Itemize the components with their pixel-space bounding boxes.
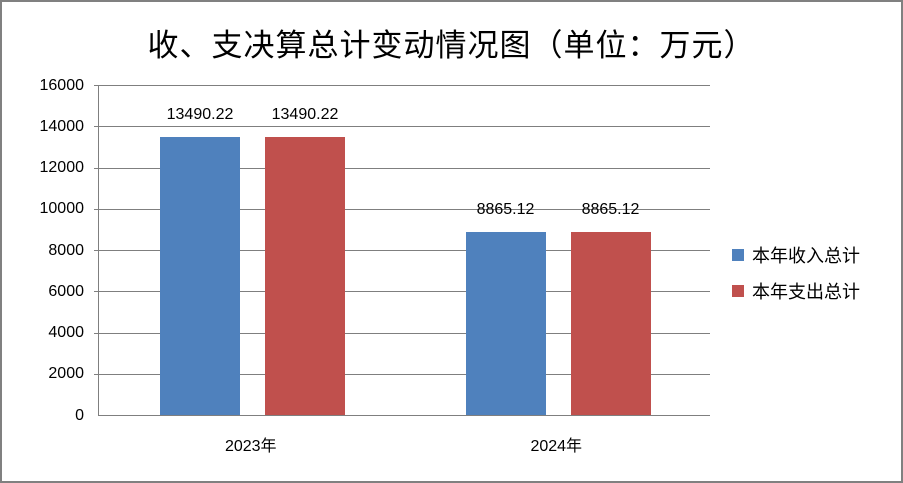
bar-2024年-本年支出总计	[570, 232, 651, 415]
legend-swatch-本年支出总计	[732, 285, 744, 297]
y-tick-label-10000: 10000	[39, 200, 85, 218]
plot-area: 13490.22 13490.22 8865.12 8865.12	[94, 85, 710, 416]
x-tick-label-2023年: 2023年	[224, 438, 277, 455]
data-label-2023年-本年收入总计: 13490.22	[166, 105, 234, 123]
gridline-2000	[94, 373, 710, 375]
y-tick-label-0: 0	[75, 406, 84, 424]
bar-2023年-本年收入总计	[160, 136, 240, 415]
data-label-2023年-本年支出总计: 13490.22	[271, 105, 339, 123]
y-tick-label-14000: 14000	[39, 117, 85, 135]
y-tick-label-6000: 6000	[48, 282, 84, 300]
bar-2023年-本年支出总计	[265, 136, 345, 415]
x-tick-label-2024年: 2024年	[530, 438, 583, 455]
data-label-2024年-本年支出总计: 8865.12	[581, 201, 640, 219]
gridline-14000	[94, 126, 710, 128]
legend-label-本年支出总计: 本年支出总计	[752, 282, 860, 302]
chart-title: 收、支决算总计变动情况图（单位：万元）	[147, 28, 756, 63]
gridline-16000	[94, 85, 710, 86]
gridline-8000	[94, 250, 710, 251]
legend-entry-本年收入总计: 本年收入总计	[732, 244, 860, 266]
legend-swatch-本年收入总计	[732, 249, 744, 261]
data-label-2024年-本年收入总计: 8865.12	[476, 201, 535, 219]
y-tick-label-2000: 2000	[48, 365, 84, 383]
gridline-12000	[94, 167, 710, 169]
y-tick-label-16000: 16000	[39, 76, 85, 94]
y-tick-label-8000: 8000	[48, 241, 84, 259]
legend-entry-本年支出总计: 本年支出总计	[732, 280, 860, 302]
bar-2024年-本年收入总计	[465, 232, 546, 415]
gridline-4000	[94, 332, 710, 334]
y-tick-label-12000: 12000	[39, 159, 85, 176]
gridline-10000	[94, 208, 710, 210]
legend-label-本年收入总计: 本年收入总计	[752, 246, 860, 266]
gridline-6000	[94, 291, 710, 293]
y-tick-label-4000: 4000	[48, 324, 84, 341]
legend: 本年收入总计 本年支出总计	[732, 244, 860, 316]
